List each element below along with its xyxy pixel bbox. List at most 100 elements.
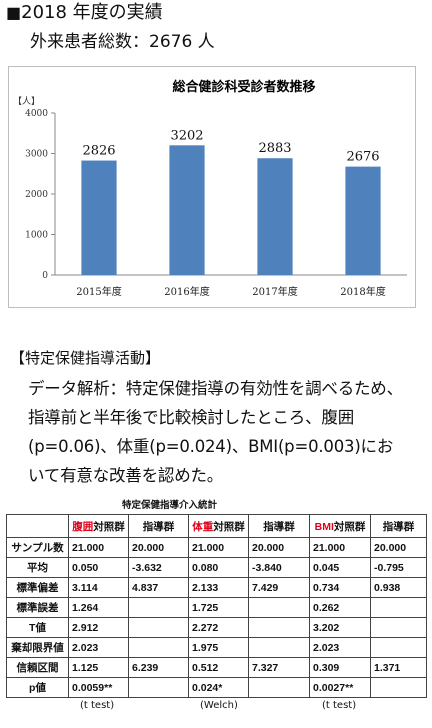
column-header-group: 対照群 [213,520,245,533]
row-label: サンプル数 [6,537,69,558]
table-cell [128,617,189,638]
table-cell: -0.795 [370,557,427,578]
data-label-3: 2883 [258,141,291,156]
table-row: 標準誤差 1.264 1.725 0.262 [6,597,427,618]
table-cell [370,677,427,698]
table-cell: 3.114 [68,577,129,598]
column-header: BMI対照群 [309,514,371,538]
y-axis-unit: 【人】 [13,96,40,107]
table-cell: 0.024* [188,677,249,698]
outpatient-total: 外来患者総数：2676 人 [30,32,215,52]
table-cell: 20.000 [128,537,189,558]
chart-panel: 総合健診科受診者数推移 【人】 0 1000 2000 3000 4000 2826 20… [8,66,416,308]
x-tick-label-1: 2015年度 [76,285,121,298]
table-cell: 2.272 [188,617,249,638]
table-cell: 21.000 [188,537,249,558]
table-cell: 0.262 [309,597,371,618]
column-header: 腹囲対照群 [68,514,129,538]
heading-text: 2018 年度の実績 [21,2,163,23]
table-cell: 0.0059** [68,677,129,698]
table-cell: 6.239 [128,657,189,678]
table-cell: 0.050 [68,557,129,578]
table-cell: 20.000 [370,537,427,558]
y-tick-label: 0 [42,271,48,281]
table-cell: -3.632 [128,557,189,578]
table-row: 信頼区間 1.125 6.239 0.512 7.327 0.309 1.371 [6,657,427,678]
table-corner-cell [6,514,69,538]
test-method-label: (t test) [80,700,115,711]
bar-chart: 総合健診科受診者数推移 【人】 0 1000 2000 3000 4000 2826 20… [13,79,407,298]
data-label-4: 2676 [346,150,379,165]
column-header-measure: 体重 [192,520,214,533]
table-cell [248,677,310,698]
bar-1 [81,160,117,275]
table-row: サンプル数 21.000 20.000 21.000 20.000 21.000 20.00… [6,537,427,558]
row-label: 標準誤差 [6,597,69,618]
analysis-line-1: データ解析：特定保健指導の有効性を調べるため、 [28,379,403,398]
table-cell [370,597,427,618]
table-cell [248,597,310,618]
y-tick-label: 2000 [25,190,48,200]
row-label: p値 [6,677,69,698]
column-header: 指導群 [128,514,189,538]
table-cell: 0.734 [309,577,371,598]
table-cell: 0.512 [188,657,249,678]
x-tick-label-4: 2018年度 [340,285,385,298]
table-cell: 3.202 [309,617,371,638]
x-tick-label-2: 2016年度 [164,285,209,298]
row-label: 標準偏差 [6,577,69,598]
table-cell: 20.000 [248,537,310,558]
chart-title: 総合健診科受診者数推移 [172,79,315,95]
table-cell: 2.912 [68,617,129,638]
column-header: 体重対照群 [188,514,249,538]
test-method-label: (Welch) [200,700,238,711]
table-cell: 4.837 [128,577,189,598]
table-cell: 2.023 [68,637,129,658]
table-cell: 0.938 [370,577,427,598]
table-row: 平均 0.050 -3.632 0.080 -3.840 0.045 -0.795 [6,557,427,578]
column-header-group: 指導群 [142,520,175,533]
table-cell: 0.0027** [309,677,371,698]
table-row: 棄却限界値 2.023 1.975 2.023 [6,637,427,658]
table-cell [128,597,189,618]
data-label-1: 2826 [82,144,115,159]
row-label: 平均 [6,557,69,578]
bar-3 [257,158,293,275]
data-label-2: 3202 [170,128,203,143]
table-cell: 21.000 [68,537,129,558]
table-row: 標準偏差 3.114 4.837 2.133 7.429 0.734 0.938 [6,577,427,598]
stats-table: 腹囲対照群 指導群 体重対照群 指導群 BMI対照群 指導群 サンプル数 21.000 20.0… [6,514,427,698]
column-header-measure: BMI [314,520,334,533]
table-cell: 2.023 [309,637,371,658]
table-cell: 1.725 [188,597,249,618]
analysis-line-4: いて有意な改善を認めた。 [28,466,224,485]
table-cell [370,617,427,638]
analysis-line-2: 指導前と半年後で比較検討したところ、腹囲 [28,408,355,427]
table-cell [248,637,310,658]
column-header: 指導群 [248,514,310,538]
column-header: 指導群 [370,514,427,538]
section-heading: ■2018 年度の実績 [6,0,163,26]
section-title: 【特定保健指導活動】 [10,349,161,367]
table-cell: 0.309 [309,657,371,678]
column-header-measure: 腹囲 [72,520,94,533]
table-cell: 2.133 [188,577,249,598]
y-ticks: 0 1000 2000 3000 4000 [25,109,55,281]
table-cell [128,637,189,658]
square-bullet: ■ [6,3,22,22]
table-cell: -3.840 [248,557,310,578]
table-cell [248,617,310,638]
table-cell: 21.000 [309,537,371,558]
table-cell: 1.264 [68,597,129,618]
analysis-text: データ解析：特定保健指導の有効性を調べるため、 指導前と半年後で比較検討したとこ… [28,374,428,490]
y-tick-label: 3000 [25,150,48,160]
table-header-row: 腹囲対照群 指導群 体重対照群 指導群 BMI対照群 指導群 [6,514,427,538]
row-label: 棄却限界値 [6,637,69,658]
test-method-label: (t test) [322,700,357,711]
column-header-group: 対照群 [93,520,125,533]
table-cell [370,637,427,658]
y-tick-label: 1000 [25,231,48,241]
column-header-group: 対照群 [333,520,366,533]
row-label: T値 [6,617,69,638]
stats-caption: 特定保健指導介入統計 [122,500,218,511]
